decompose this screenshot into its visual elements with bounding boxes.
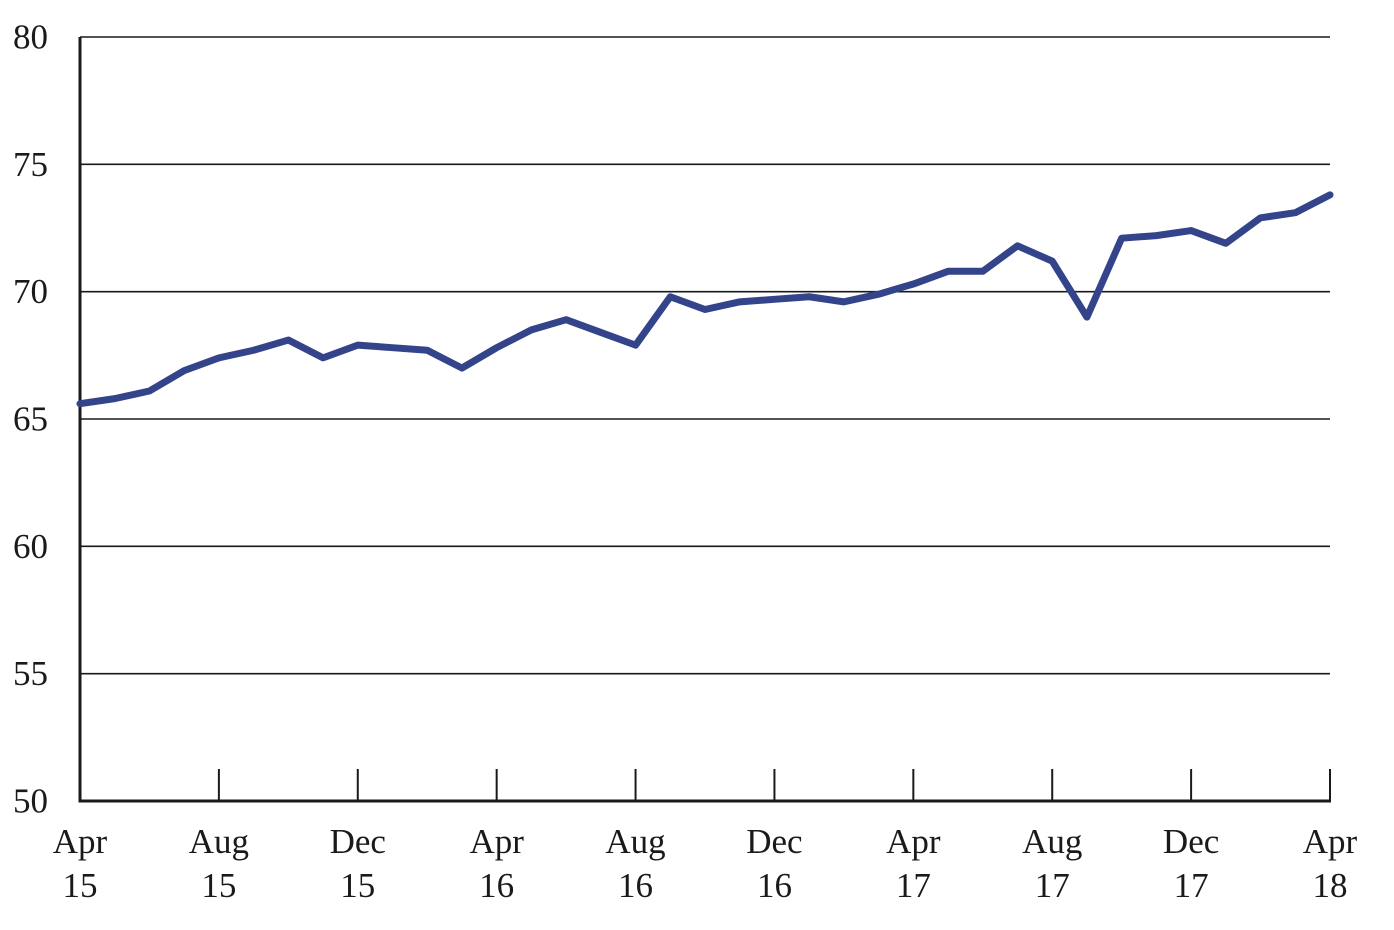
x-tick-label-2017-08-year: 17 [1035, 866, 1070, 905]
x-tick-label-2018-04-month: Apr [1303, 822, 1358, 861]
x-tick-label-2016-04-month: Apr [469, 822, 524, 861]
gridlines [80, 36, 1330, 675]
x-tick-label-2017-12-month: Dec [1163, 822, 1219, 861]
y-tick-label-70: 70 [13, 272, 48, 311]
y-tick-label-65: 65 [13, 400, 48, 439]
x-tick-label-2017-08-month: Aug [1022, 822, 1082, 861]
x-tick-label-2016-12-year: 16 [757, 866, 792, 905]
x-tick-label-2017-04-month: Apr [886, 822, 941, 861]
series-line-0 [76, 191, 1334, 408]
x-tick-label-2017-04-year: 17 [896, 866, 931, 905]
x-tick-label-2018-04-year: 18 [1313, 866, 1348, 905]
x-tick-label-2015-08-month: Aug [189, 822, 249, 861]
axes [78, 37, 1331, 803]
x-tick-label-2015-04-month: Apr [53, 822, 108, 861]
y-tick-label-75: 75 [13, 145, 48, 184]
x-tick-label-2015-12-year: 15 [340, 866, 375, 905]
y-tick-label-50: 50 [13, 782, 48, 821]
x-tick-label-2016-04-year: 16 [479, 866, 514, 905]
x-tick-label-2015-04-year: 15 [63, 866, 98, 905]
x-tick-label-2016-08-month: Aug [605, 822, 665, 861]
x-tick-label-2016-08-year: 16 [618, 866, 653, 905]
x-tick-label-2017-12-year: 17 [1174, 866, 1209, 905]
y-tick-label-55: 55 [13, 654, 48, 693]
x-tick-label-2015-08-year: 15 [201, 866, 236, 905]
x-tick-label-2016-12-month: Dec [746, 822, 802, 861]
y-tick-label-80: 80 [13, 18, 48, 57]
series-layer [76, 191, 1334, 408]
x-tick-label-2015-12-month: Dec [330, 822, 386, 861]
x-tick-labels: Apr 15 Aug 15 Dec 15 Apr 16 Aug 16 Dec 16 Apr 17 Aug 17… [53, 822, 1358, 905]
y-tick-label-60: 60 [13, 527, 48, 566]
y-tick-labels: 50 55 60 65 70 75 80 [13, 18, 48, 821]
